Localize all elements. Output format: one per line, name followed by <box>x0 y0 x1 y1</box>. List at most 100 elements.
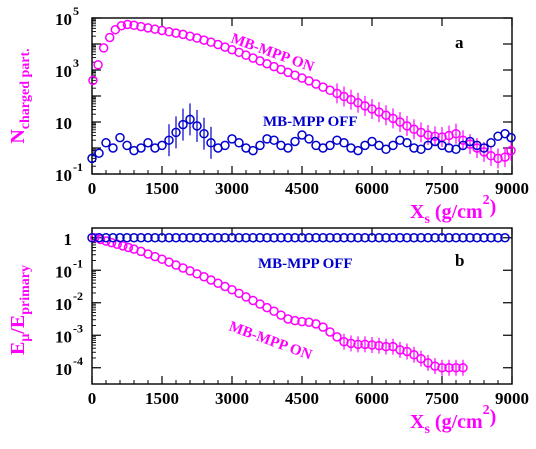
data-point <box>465 233 475 243</box>
data-point <box>479 143 489 153</box>
data-point <box>297 233 307 243</box>
data-point <box>136 143 146 153</box>
data-point <box>430 136 440 147</box>
data-point <box>451 144 461 155</box>
data-point <box>143 233 153 243</box>
series-label-off: MB-MPP OFF <box>258 256 353 272</box>
data-point <box>500 233 510 243</box>
data-point <box>311 233 321 243</box>
y-tick-label: 10 <box>55 262 72 281</box>
data-point <box>458 363 468 373</box>
data-point <box>381 233 391 243</box>
data-point <box>104 32 115 43</box>
data-point <box>493 153 503 164</box>
data-point <box>164 27 174 37</box>
x-axis-title-part: X <box>410 201 425 223</box>
data-point <box>493 233 503 243</box>
panel-label: a <box>455 33 464 52</box>
y-tick-exponent: 3 <box>73 56 79 70</box>
data-point <box>353 145 363 156</box>
data-point <box>192 233 202 243</box>
data-point <box>283 143 293 153</box>
y-tick-exponent: -3 <box>73 321 83 335</box>
data-point <box>171 233 181 243</box>
y-axis-title-part: /E <box>7 315 29 335</box>
data-point <box>402 233 412 243</box>
x-tick-label: 6000 <box>355 389 389 408</box>
data-point <box>409 350 419 360</box>
data-point <box>416 353 426 364</box>
data-point <box>220 140 230 151</box>
data-point <box>234 138 244 148</box>
data-point <box>423 233 433 243</box>
data-point <box>451 233 461 243</box>
data-point <box>199 128 209 139</box>
data-point <box>332 332 342 342</box>
y-axis-title-part: primary <box>18 265 33 315</box>
data-point <box>116 21 127 31</box>
series-mb-mpp-off-a <box>87 103 516 164</box>
data-point <box>269 306 279 316</box>
y-tick-label: 10 <box>55 166 72 185</box>
data-point <box>122 19 133 30</box>
data-point <box>325 140 335 151</box>
data-point <box>374 340 384 351</box>
data-point <box>248 145 258 156</box>
data-point <box>297 130 307 140</box>
data-point <box>157 233 167 243</box>
data-point <box>360 140 370 151</box>
data-point <box>367 136 377 147</box>
x-axis-title: Xs (g/cm2) <box>410 403 496 437</box>
data-point <box>346 233 356 243</box>
x-tick-label: 0 <box>88 389 97 408</box>
data-point <box>360 233 370 243</box>
data-point <box>472 233 482 243</box>
x-axis-title-part: s <box>424 212 430 227</box>
data-point <box>227 233 237 243</box>
data-point <box>367 233 377 243</box>
data-point <box>206 233 216 243</box>
data-point <box>353 339 363 350</box>
y-tick-label: 10 <box>55 62 72 81</box>
x-tick-label: 3000 <box>215 179 249 198</box>
y-tick-label: 10 <box>55 114 72 133</box>
x-tick-label: 9000 <box>495 179 529 198</box>
data-point <box>444 363 454 373</box>
x-axis-title-part: 2 <box>483 193 490 208</box>
data-point <box>304 134 314 144</box>
x-tick-label: 7500 <box>425 179 459 198</box>
data-point <box>290 233 300 243</box>
data-point <box>430 131 440 142</box>
data-point <box>106 237 117 248</box>
data-point <box>199 233 209 243</box>
data-point <box>88 75 98 86</box>
data-point <box>234 233 244 243</box>
x-tick-label: 0 <box>88 179 97 198</box>
data-point <box>262 233 272 243</box>
data-point <box>157 25 167 36</box>
x-axis-title-part: (g/cm <box>430 411 483 433</box>
data-point <box>486 138 496 148</box>
data-point <box>93 60 103 70</box>
y-tick-label: 10 <box>55 10 72 29</box>
data-point <box>402 138 412 148</box>
data-point <box>290 315 300 326</box>
data-point <box>409 143 419 153</box>
x-axis-title-part: X <box>410 411 425 433</box>
x-tick-label: 1500 <box>145 179 179 198</box>
data-point <box>255 140 265 151</box>
data-point <box>269 135 279 145</box>
data-point <box>150 24 160 34</box>
data-point <box>472 143 482 153</box>
x-axis-title-part: s <box>424 422 430 437</box>
data-point <box>465 139 475 149</box>
data-point <box>136 21 146 32</box>
data-point <box>157 140 167 151</box>
y-tick-label: 10 <box>55 295 72 314</box>
x-axis-title-part: ) <box>490 196 497 218</box>
data-point <box>90 233 100 243</box>
data-point <box>122 140 132 151</box>
data-point <box>451 363 461 373</box>
